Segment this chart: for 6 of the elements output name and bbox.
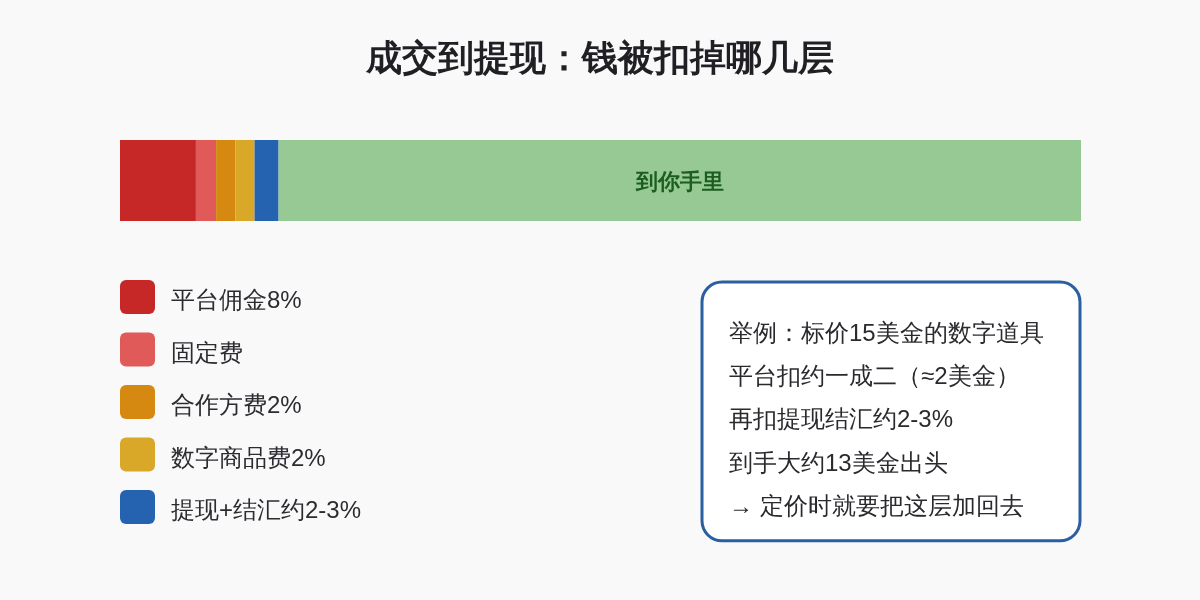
title: 成交到提现：钱被扣掉哪几层: [366, 37, 834, 78]
annotation: 再扣提现结汇约2-3%: [729, 405, 954, 433]
annotation: 平台扣约一成二（≈2美金）: [729, 362, 1020, 390]
annotation: 举例：标价15美金的数字道具: [729, 319, 1044, 346]
annotation: 到手大约13美金出头: [729, 448, 948, 476]
annotation: → 定价时就要把这层加回去: [729, 491, 1024, 519]
